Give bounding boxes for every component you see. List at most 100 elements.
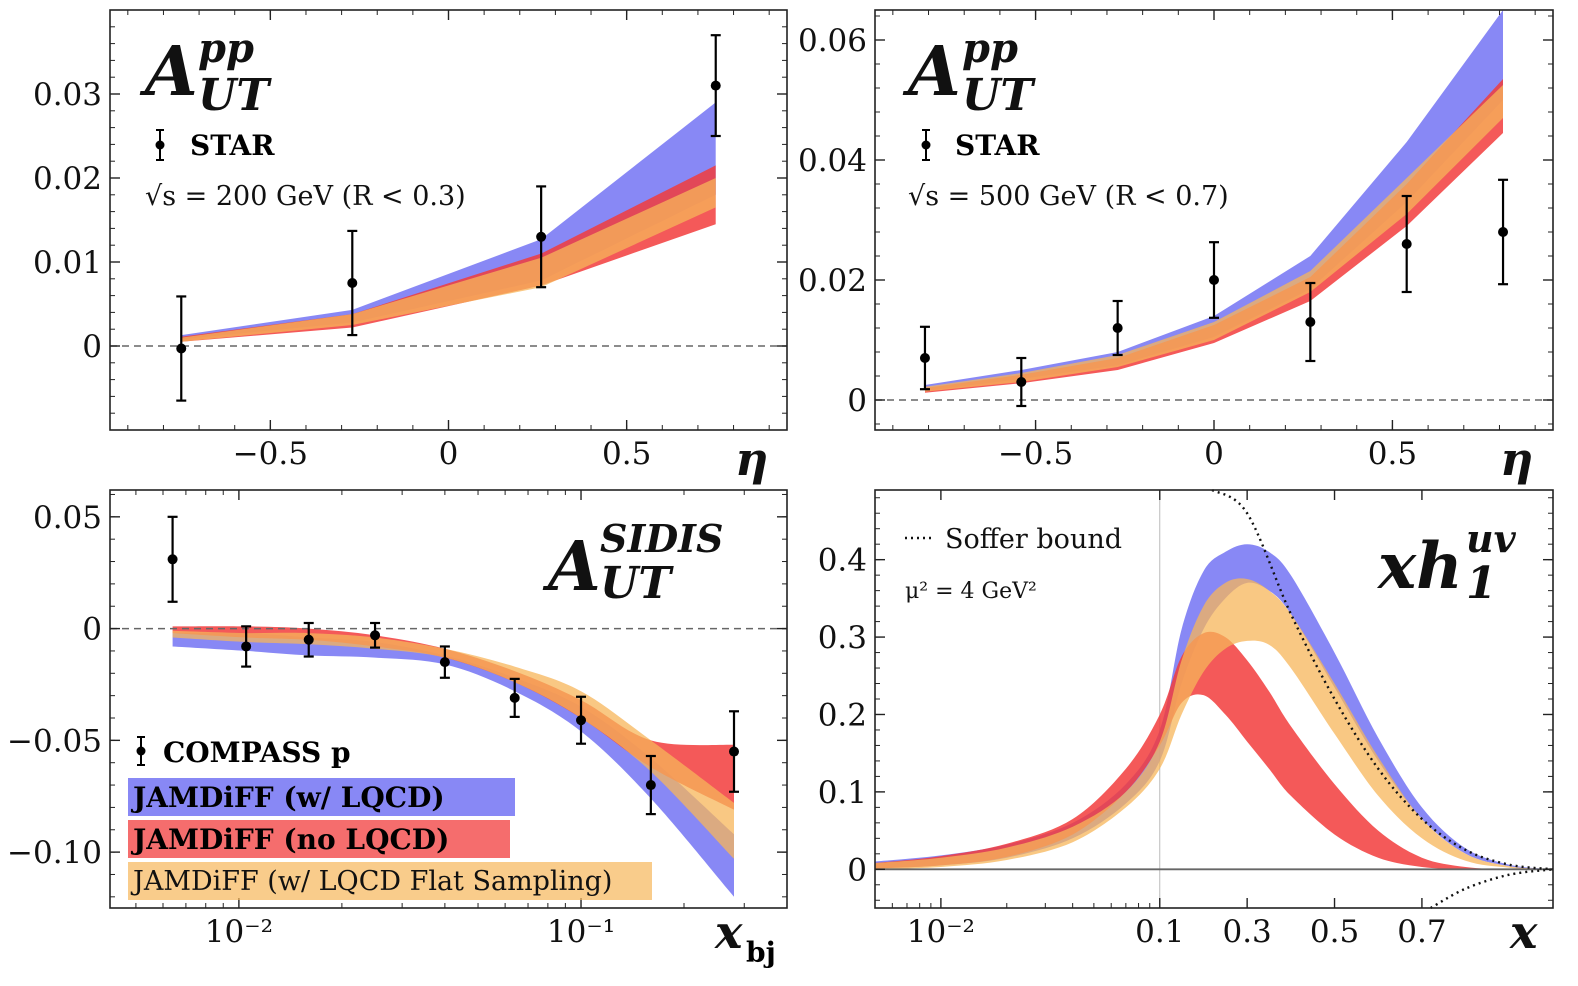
- star200-data-points: [176, 34, 721, 402]
- x-tick-label: 10⁻²: [205, 914, 273, 950]
- star500-bands: [925, 10, 1503, 393]
- y-tick-label: 0: [847, 852, 867, 888]
- legend-label-orange: JAMDiFF (w/ LQCD Flat Sampling): [130, 866, 612, 897]
- x-tick-label: 10⁻²: [907, 914, 975, 950]
- data-point: [1016, 356, 1027, 408]
- band-blue: [172, 632, 735, 897]
- data-point: [303, 621, 314, 658]
- y-tick-label: 0.02: [798, 263, 867, 299]
- star500-condition: √s = 500 GeV (R < 0.7): [908, 181, 1229, 212]
- star200-title-main: A: [139, 32, 198, 112]
- data-point: [241, 625, 252, 668]
- y-tick-label: 0.06: [798, 23, 867, 59]
- y-tick-label: 0.05: [33, 500, 102, 536]
- star500-dataset-label: STAR: [955, 129, 1040, 162]
- x-tick-label: 0.3: [1222, 914, 1271, 950]
- compass-legend-marker: [136, 736, 146, 766]
- data-point: [1112, 299, 1123, 357]
- star500-title-main: A: [902, 32, 961, 112]
- y-tick-label: 0: [847, 383, 867, 419]
- x-tick-label: 0.1: [1135, 914, 1184, 950]
- legend-label-red: JAMDiFF (no LQCD): [130, 823, 449, 856]
- h1-ticks: 10⁻² 0.1 0.3 0.5 0.7 0 0.1 0.2 0.3 0.4: [818, 490, 1553, 950]
- panel-sidis: 10⁻² 10⁻¹ −0.10 −0.05 0 0.05 A SIDIS UT COMPA…: [7, 489, 788, 969]
- h1-soffer-label: Soffer bound: [945, 524, 1122, 555]
- y-tick-label: 0.03: [33, 77, 102, 113]
- h1-soffer-legend: Soffer bound: [905, 524, 1122, 555]
- star500-ticks: −0.5 0 0.5 0 0.02 0.04 0.06: [798, 10, 1553, 472]
- data-point: [439, 645, 450, 679]
- panel-h1: 10⁻² 0.1 0.3 0.5 0.7 0 0.1 0.2 0.3 0.4 Soffer bou…: [818, 488, 1554, 959]
- x-tick-label: −0.5: [233, 436, 308, 472]
- star200-legend-marker: [155, 129, 165, 161]
- h1-bands: [875, 544, 1553, 870]
- h1-xlabel: x: [1509, 905, 1538, 959]
- star200-xlabel: η: [735, 432, 768, 486]
- y-tick-label: 0: [82, 329, 102, 365]
- y-tick-label: 0.02: [33, 161, 102, 197]
- sidis-xlabel-main: x: [714, 905, 743, 959]
- data-point: [536, 185, 547, 289]
- h1-title-main: xh: [1376, 529, 1463, 604]
- band-orange: [925, 85, 1503, 392]
- star500-title-sup: pp: [962, 25, 1018, 72]
- star200-title-sub: UT: [198, 70, 272, 121]
- x-tick-label: 0.5: [1310, 914, 1359, 950]
- sidis-title-sub: UT: [600, 558, 674, 609]
- sidis-legend: COMPASS p JAMDiFF (w/ LQCD) JAMDiFF (no …: [128, 736, 652, 900]
- x-tick-label: 0.5: [602, 436, 651, 472]
- data-point: [167, 515, 178, 603]
- star200-dataset-label: STAR: [190, 129, 275, 162]
- y-tick-label: 0.4: [818, 543, 867, 579]
- band-red: [875, 631, 1553, 870]
- h1-title-sup: uv: [1466, 516, 1517, 561]
- data-point: [710, 34, 721, 138]
- y-tick-label: 0.3: [818, 620, 867, 656]
- panel-star200: −0.5 0 0.5 0 0.01 0.02 0.03 A pp UT STAR √s = …: [33, 9, 788, 486]
- x-tick-label: 0.7: [1397, 914, 1446, 950]
- y-tick-label: −0.10: [7, 835, 102, 871]
- x-tick-label: 0: [439, 436, 459, 472]
- star200-bands: [181, 102, 716, 342]
- sidis-title-main: A: [542, 527, 601, 607]
- sidis-ticks: 10⁻² 10⁻¹ −0.10 −0.05 0 0.05: [7, 490, 788, 950]
- data-point: [729, 710, 740, 793]
- data-point: [1498, 178, 1509, 286]
- x-tick-label: 10⁻¹: [547, 914, 615, 950]
- sidis-xlabel: x bj: [714, 905, 776, 969]
- data-point: [1401, 194, 1412, 294]
- y-tick-label: −0.05: [7, 723, 102, 759]
- band-orange: [172, 630, 735, 859]
- star200-condition: √s = 200 GeV (R < 0.3): [145, 181, 466, 212]
- y-tick-label: 0.2: [818, 697, 867, 733]
- star500-legend-marker: [921, 129, 931, 161]
- data-point: [645, 754, 656, 816]
- sidis-axes-frame: [109, 489, 788, 909]
- star200-title-sup: pp: [198, 25, 254, 72]
- h1-title: xh uv 1: [1376, 516, 1517, 609]
- y-tick-label: 0.1: [818, 775, 867, 811]
- star200-title: A pp UT: [139, 25, 272, 121]
- data-point: [176, 295, 187, 402]
- data-point: [576, 695, 587, 745]
- legend-swatch-orange: [128, 862, 652, 900]
- panel-star500: −0.5 0 0.5 0 0.02 0.04 0.06 A pp UT STAR √s = …: [798, 9, 1554, 486]
- h1-scale-label: μ² = 4 GeV²: [905, 579, 1037, 604]
- legend-swatch-blue: [128, 778, 515, 816]
- legend-swatch-red: [128, 820, 510, 858]
- data-point: [1305, 281, 1316, 363]
- data-point: [370, 621, 381, 649]
- x-tick-label: −0.5: [998, 436, 1073, 472]
- y-tick-label: 0: [82, 612, 102, 648]
- sidis-title-sup: SIDIS: [600, 516, 723, 561]
- data-point: [919, 325, 930, 391]
- legend-label-blue: JAMDiFF (w/ LQCD): [130, 781, 445, 814]
- star500-xlabel: η: [1500, 432, 1533, 486]
- sidis-xlabel-sub: bj: [746, 936, 776, 969]
- x-tick-label: 0: [1204, 436, 1224, 472]
- sidis-bands: [172, 626, 735, 897]
- h1-soffer-bound-lower-curve: [1430, 868, 1554, 910]
- compass-legend-label: COMPASS p: [163, 736, 351, 769]
- x-tick-label: 0.5: [1368, 436, 1417, 472]
